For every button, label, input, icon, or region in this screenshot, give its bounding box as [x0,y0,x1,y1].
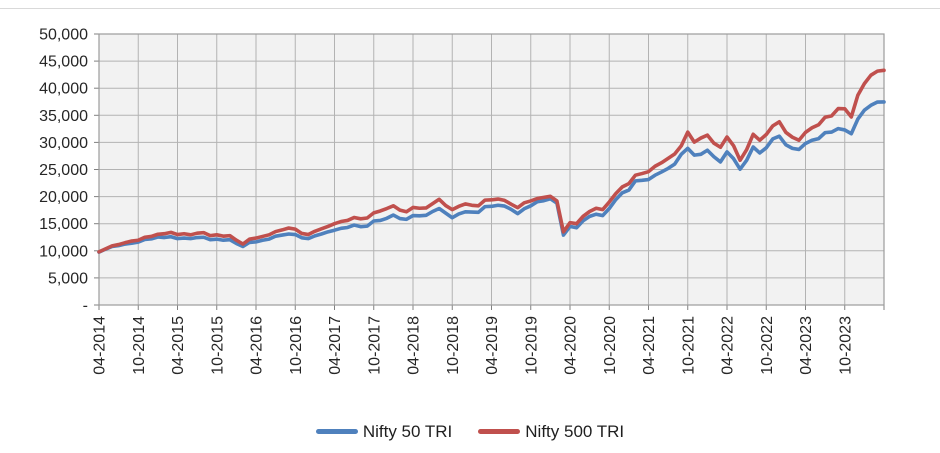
x-axis-label: 10-2019 [523,316,540,375]
x-axis-label: 10-2018 [445,316,462,375]
nifty-50-tri-swatch-icon [315,428,358,434]
y-axis-label: 25,000 [39,162,88,179]
legend-item-nifty-500-tri: Nifty 500 TRI [478,423,624,440]
nifty-500-tri-line [97,68,886,254]
legend-label-nifty-500-tri: Nifty 500 TRI [525,421,625,441]
y-axis-label: 20,000 [39,189,88,206]
x-axis-label: 04-2016 [249,316,266,375]
x-axis-label: 10-2017 [366,316,383,375]
legend-label-nifty-50-tri: Nifty 50 TRI [362,421,453,441]
x-axis-label: 10-2022 [759,316,776,375]
top-border-line [0,8,940,9]
legend: Nifty 50 TRI Nifty 500 TRI [0,417,940,445]
x-axis-label: 04-2014 [92,316,109,375]
x-axis-label: 04-2021 [641,316,658,375]
y-axis-label: - [83,298,88,315]
y-axis-label: 40,000 [39,81,88,98]
x-axis-label: 10-2014 [131,316,148,375]
x-axis-label: 04-2022 [720,316,737,375]
y-axis-label: 15,000 [39,216,88,233]
line-chart: 04-2014 10-2014 04-2015 10-2015 04-2016 10-20… [39,27,886,375]
nifty-500-tri-swatch-icon [478,428,521,434]
x-axis-label: 04-2018 [406,316,423,375]
x-axis-label: 10-2020 [602,316,619,375]
y-axis-label: 45,000 [39,54,88,71]
y-axis-label: 35,000 [39,108,88,125]
x-axis-label: 04-2015 [170,316,187,375]
x-axis-label: 04-2020 [563,316,580,375]
y-axis-label: 30,000 [39,135,88,152]
x-axis-label: 10-2015 [209,316,226,375]
x-axis-label: 04-2019 [484,316,501,375]
x-axis-label: 04-2017 [327,316,344,375]
x-axis-label: 10-2016 [288,316,305,375]
x-axis-label: 10-2023 [837,316,854,375]
nifty-50-tri-line [97,100,886,254]
x-axis-label: 04-2023 [798,316,815,375]
x-axis-label: 10-2021 [680,316,697,375]
legend-item-nifty-50-tri: Nifty 50 TRI [315,421,453,441]
y-axis-label: 50,000 [39,27,88,44]
y-axis-label: 5,000 [48,270,88,287]
y-axis-label: 10,000 [39,243,88,260]
plot-border [98,33,885,306]
